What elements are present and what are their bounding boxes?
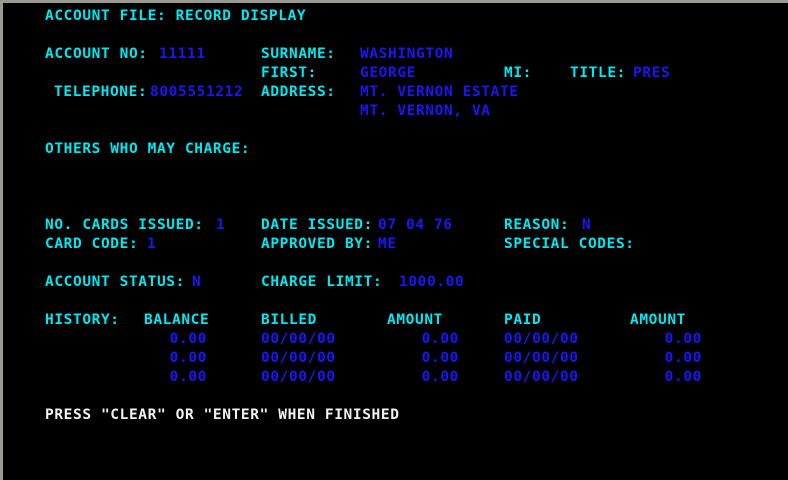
- address-line-1[interactable]: MT. VERNON ESTATE: [360, 84, 519, 100]
- account-status-label: ACCOUNT STATUS:: [45, 274, 185, 290]
- account-status-value[interactable]: N: [192, 274, 202, 290]
- others-who-may-charge-line-2[interactable]: [45, 178, 345, 197]
- title-value[interactable]: PRES: [633, 65, 671, 81]
- account-no-value[interactable]: 11111: [159, 46, 206, 62]
- history-row-paid[interactable]: 00/00/00: [504, 350, 579, 366]
- history-column-paid-amount: AMOUNT: [630, 312, 686, 328]
- history-row-paid[interactable]: 00/00/00: [504, 369, 579, 385]
- approved-by-value[interactable]: ME: [378, 236, 397, 252]
- history-row-paid-amount[interactable]: 0.00: [664, 369, 702, 385]
- card-code-label: CARD CODE:: [45, 236, 139, 252]
- title-label: TITLE:: [570, 65, 626, 81]
- history-row-billed[interactable]: 00/00/00: [261, 331, 336, 347]
- history-column-billed-amount: AMOUNT: [387, 312, 443, 328]
- charge-limit-value[interactable]: 1000.00: [399, 274, 465, 290]
- no-cards-issued-value[interactable]: 1: [216, 217, 226, 233]
- special-codes-label: SPECIAL CODES:: [504, 236, 635, 252]
- history-heading: HISTORY:: [45, 312, 120, 328]
- history-row-balance[interactable]: 0.00: [169, 369, 207, 385]
- history-row-billed-amount[interactable]: 0.00: [421, 369, 459, 385]
- history-column-balance: BALANCE: [144, 312, 210, 328]
- history-row-billed[interactable]: 00/00/00: [261, 369, 336, 385]
- special-codes-value[interactable]: [642, 235, 702, 254]
- history-row-balance[interactable]: 0.00: [169, 350, 207, 366]
- history-row-billed-amount[interactable]: 0.00: [421, 350, 459, 366]
- telephone-value[interactable]: 8005551212: [150, 84, 244, 100]
- first-name-value[interactable]: GEORGE: [360, 65, 416, 81]
- middle-initial-value[interactable]: [546, 64, 564, 83]
- others-who-may-charge-line-1[interactable]: [45, 159, 345, 178]
- reason-label: REASON:: [504, 217, 570, 233]
- history-row-billed[interactable]: 00/00/00: [261, 350, 336, 366]
- account-no-label: ACCOUNT NO:: [45, 46, 148, 62]
- charge-limit-label: CHARGE LIMIT:: [261, 274, 383, 290]
- first-name-label: FIRST:: [261, 65, 317, 81]
- address-label: ADDRESS:: [261, 84, 336, 100]
- approved-by-label: APPROVED BY:: [261, 236, 373, 252]
- reason-value[interactable]: N: [582, 217, 592, 233]
- card-code-value[interactable]: 1: [147, 236, 157, 252]
- history-row-paid-amount[interactable]: 0.00: [664, 331, 702, 347]
- no-cards-issued-label: NO. CARDS ISSUED:: [45, 217, 204, 233]
- others-who-may-charge-heading: OTHERS WHO MAY CHARGE:: [45, 141, 251, 157]
- surname-value[interactable]: WASHINGTON: [360, 46, 454, 62]
- telephone-label: TELEPHONE:: [54, 84, 148, 100]
- footer-prompt: PRESS "CLEAR" OR "ENTER" WHEN FINISHED: [45, 407, 400, 423]
- history-column-billed: BILLED: [261, 312, 317, 328]
- surname-label: SURNAME:: [261, 46, 336, 62]
- middle-initial-label: MI:: [504, 65, 532, 81]
- history-row-paid[interactable]: 00/00/00: [504, 331, 579, 347]
- history-column-paid: PAID: [504, 312, 542, 328]
- date-issued-label: DATE ISSUED:: [261, 217, 373, 233]
- history-row-balance[interactable]: 0.00: [169, 331, 207, 347]
- address-line-2[interactable]: MT. VERNON, VA: [360, 103, 491, 119]
- history-row-paid-amount[interactable]: 0.00: [664, 350, 702, 366]
- page-title: ACCOUNT FILE: RECORD DISPLAY: [45, 8, 307, 24]
- date-issued-value[interactable]: 07 04 76: [378, 217, 453, 233]
- history-row-billed-amount[interactable]: 0.00: [421, 331, 459, 347]
